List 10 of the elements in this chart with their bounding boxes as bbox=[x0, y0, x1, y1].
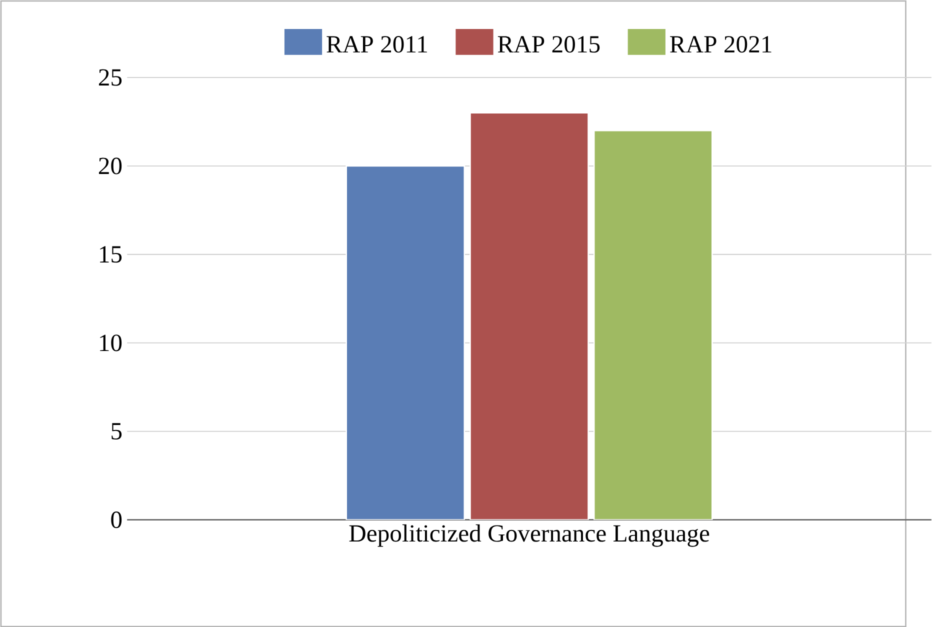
y-tick-label: 5 bbox=[112, 422, 122, 440]
y-tick-label: 15 bbox=[100, 246, 122, 262]
y-tick-label: 25 bbox=[98, 68, 122, 86]
legend-label: RAP 2021 bbox=[670, 36, 772, 52]
legend-label: RAP 2015 bbox=[498, 36, 600, 52]
legend-label: RAP 2011 bbox=[326, 36, 427, 52]
y-tick-label: 20 bbox=[98, 157, 122, 174]
y-tick-label: 0 bbox=[111, 511, 122, 528]
x-tick-label: Depoliticized Governance Language bbox=[349, 524, 710, 547]
y-tick-label: 10 bbox=[100, 334, 122, 351]
